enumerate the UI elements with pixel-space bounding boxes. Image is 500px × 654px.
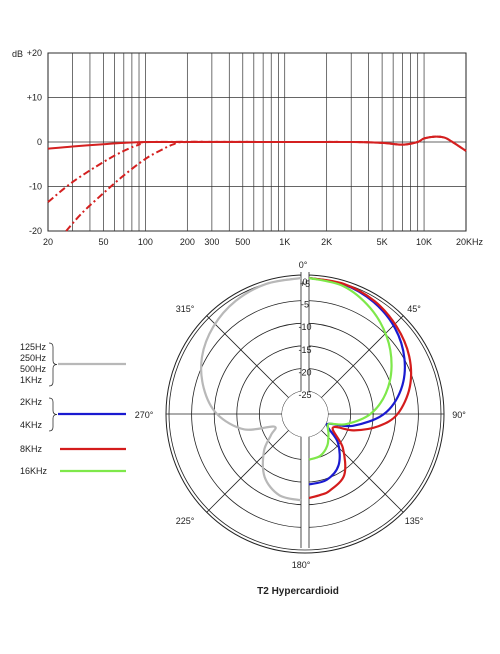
y-tick-label: 0 [37, 137, 42, 147]
polar-title: T2 Hypercardioid [257, 586, 339, 597]
x-tick-label: 20KHz [456, 237, 484, 247]
polar-angle-label: 0° [299, 260, 308, 270]
x-tick-label: 500 [235, 237, 250, 247]
y-tick-label: +20 [27, 48, 42, 58]
x-tick-label: 50 [98, 237, 108, 247]
legend-brace [48, 342, 58, 387]
frequency-series-group [47, 135, 467, 232]
legend-brace [48, 397, 58, 432]
polar-angle-labels: 0° 45° 90° 135° 180° 225° 270° 315° [135, 260, 467, 570]
y-tick-label: -20 [29, 226, 42, 236]
x-tick-labels: 20 50 100 200 300 500 1K 2K 5K 10K 20KHz [43, 237, 484, 247]
polar-angle-label: 90° [452, 410, 466, 420]
frequency-series-3 [65, 135, 467, 232]
legend-label: 125Hz [20, 342, 47, 352]
polar-angle-label: 315° [176, 304, 195, 314]
x-tick-label: 5K [377, 237, 388, 247]
polar-radius-label: -20 [298, 367, 311, 377]
polar-series-3 [308, 276, 413, 500]
polar-radius-label: -5 [301, 300, 309, 310]
x-tick-label: 100 [138, 237, 153, 247]
legend-label: 4KHz [20, 420, 43, 430]
legend-label: 16KHz [20, 466, 48, 476]
polar-radius-label: -10 [298, 322, 311, 332]
polar-grid [165, 272, 445, 554]
polar-angle-label: 270° [135, 410, 154, 420]
polar-series-group [200, 276, 413, 502]
polar-angle-label: 135° [405, 516, 424, 526]
x-tick-label: 20 [43, 237, 53, 247]
legend-label: 8KHz [20, 444, 43, 454]
polar-center [282, 391, 328, 437]
polar-angle-label: 225° [176, 516, 195, 526]
x-tick-label: 10K [416, 237, 432, 247]
polar-radius-label: +5 [300, 279, 310, 289]
y-tick-label: -10 [29, 182, 42, 192]
legend-label: 2KHz [20, 397, 43, 407]
x-tick-label: 1K [279, 237, 290, 247]
polar-radius-label: 0 [302, 277, 307, 287]
polar-radius-labels: +50 -5 -10 -15 -20 -25 [298, 277, 311, 400]
frequency-response-chart: dB +20 +10 0 -10 -20 20 50 100 200 300 500 1K 2K 5K 1… [12, 48, 483, 247]
y-tick-label: +10 [27, 93, 42, 103]
y-tick-labels: +20 +10 0 -10 -20 [27, 48, 42, 236]
polar-angle-label: 180° [292, 560, 311, 570]
polar-radius-label: -15 [298, 345, 311, 355]
y-axis-unit: dB [12, 49, 23, 59]
polar-spoke [206, 429, 290, 513]
polar-angle-label: 45° [407, 304, 421, 314]
legend-label: 250Hz [20, 353, 47, 363]
polar-series-1 [200, 276, 302, 502]
x-tick-label: 2K [321, 237, 332, 247]
polar-spoke [320, 429, 404, 513]
polar-spoke [206, 315, 290, 399]
polar-radius-label: -25 [298, 390, 311, 400]
legend-label: 1KHz [20, 375, 43, 385]
legend-label: 500Hz [20, 364, 47, 374]
x-tick-label: 300 [204, 237, 219, 247]
polar-series-4 [308, 276, 393, 461]
polar-series-2 [308, 276, 406, 486]
x-tick-label: 200 [180, 237, 195, 247]
polar-pattern-chart: +50 -5 -10 -15 -20 -25 0° 45° 90° 135° 180° 225° 27… [135, 260, 467, 570]
polar-spoke [320, 315, 404, 399]
